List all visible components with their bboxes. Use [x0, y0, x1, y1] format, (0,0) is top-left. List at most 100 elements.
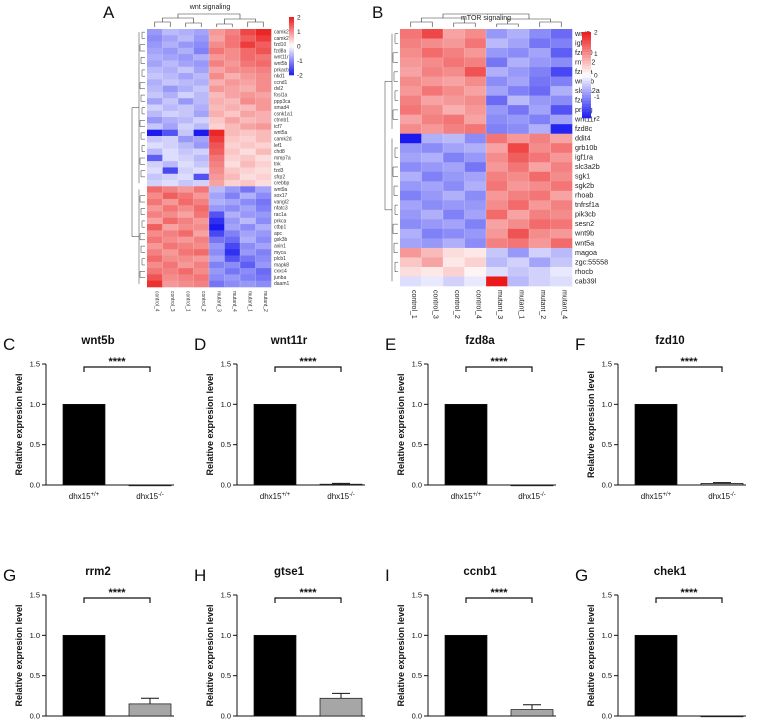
heatmap-cell — [162, 66, 179, 74]
y-axis-label: Relative expresion level — [586, 604, 596, 706]
heatmap-cell — [193, 154, 210, 162]
heatmap-cell — [464, 67, 487, 77]
heatmap-cell — [162, 236, 179, 244]
heatmap-cell — [224, 129, 241, 137]
heatmap-cell — [507, 238, 530, 249]
row-label: camk2g — [274, 30, 292, 36]
heatmap-cell — [178, 255, 194, 263]
heatmap-cell — [224, 249, 241, 256]
heatmap-cell — [464, 57, 487, 68]
category-label: dhx15-/- — [518, 492, 545, 501]
row-label: prkacb — [274, 67, 289, 73]
heatmap-cell — [178, 104, 194, 112]
bar-dhx15+/+ — [253, 634, 297, 717]
heatmap-cell — [209, 129, 225, 137]
heatmap-cell — [443, 143, 465, 154]
heatmap-cell — [529, 114, 551, 125]
heatmap-cell — [224, 217, 241, 225]
heatmap-cell — [147, 148, 163, 156]
heatmap-cell — [255, 47, 272, 55]
heatmap-cell — [400, 181, 422, 192]
y-tick-label: 1.0 — [602, 631, 612, 640]
heatmap-cell — [224, 280, 241, 288]
color-bar-tick: 2 — [594, 30, 598, 37]
heatmap-cell — [443, 162, 465, 173]
heatmap-cell — [209, 173, 225, 181]
heatmap-cell — [162, 192, 179, 200]
heatmap-cell — [162, 35, 179, 42]
color-bar: 2 1 0 -1 -2 — [289, 15, 303, 80]
heatmap-title: wnt signaling — [189, 4, 231, 11]
row-label: lef1 — [274, 143, 282, 149]
color-bar-segment — [289, 20, 294, 24]
heatmap-cell — [147, 217, 163, 225]
heatmap-cell — [193, 224, 210, 231]
heatmap-cell — [240, 85, 256, 93]
heatmap-cell — [400, 143, 422, 154]
heatmap-cell — [193, 117, 210, 124]
row-label: rac1a — [274, 212, 287, 218]
heatmap-cell — [178, 123, 194, 130]
row-label: sgk2b — [575, 181, 594, 190]
heatmap-cell — [178, 54, 194, 61]
heatmap-cell — [464, 200, 487, 211]
heatmap-cell — [400, 133, 422, 144]
dendrogram-branch — [393, 185, 398, 196]
heatmap-cell — [240, 268, 256, 275]
heatmap-cell — [162, 98, 179, 105]
heatmap-cell — [193, 41, 210, 49]
significance-bracket — [655, 366, 723, 372]
heatmap-cell — [529, 181, 551, 192]
dendrogram-branch — [141, 69, 145, 77]
heatmap-cell — [147, 268, 163, 275]
row-label: wnt9b — [574, 229, 594, 238]
heatmap-cell — [224, 60, 241, 68]
row-label: camk2d — [274, 137, 292, 143]
heatmap-cell — [147, 198, 163, 206]
heatmap-cell — [255, 161, 272, 168]
row-label: apc — [274, 231, 283, 237]
heatmap-cell — [400, 57, 422, 68]
heatmap-cell — [240, 41, 256, 49]
heatmap-cell — [240, 236, 256, 244]
heatmap-cell — [255, 230, 272, 237]
bar-dhx15-/- — [319, 697, 363, 717]
heatmap-cell — [529, 200, 551, 211]
color-bar-segment — [582, 43, 591, 47]
category-label: dhx15+/+ — [260, 492, 291, 501]
column-label: mutant_2 — [262, 291, 268, 312]
heatmap-cell — [147, 236, 163, 244]
heatmap-cell — [443, 238, 465, 249]
heatmap-cell — [147, 123, 163, 130]
heatmap-cell — [224, 161, 241, 168]
heatmap-cell — [486, 105, 508, 115]
column-label: mutant_3 — [216, 291, 222, 312]
heatmap-cell — [162, 123, 179, 130]
bar-dhx15+/+ — [444, 403, 488, 486]
color-bar-segment — [289, 73, 294, 76]
color-bar-segment — [582, 54, 591, 59]
heatmap-cell — [507, 105, 530, 115]
y-tick-label: 1.5 — [30, 591, 40, 600]
heatmap-cell — [255, 224, 272, 231]
heatmap-cell — [486, 133, 508, 144]
heatmap-cell — [421, 124, 444, 135]
heatmap-cell — [255, 91, 272, 99]
heatmap-cell — [178, 60, 194, 68]
heatmap-cell — [240, 135, 256, 143]
y-tick-label: 1.0 — [602, 400, 612, 409]
heatmap-cell — [224, 104, 241, 112]
heatmap-cell — [529, 257, 551, 268]
color-bar-segment — [289, 71, 294, 74]
heatmap-cell — [162, 167, 179, 175]
heatmap-cell — [162, 104, 179, 112]
column-label: mutant_3 — [496, 290, 503, 319]
heatmap-cell — [255, 41, 272, 49]
heatmap-cell — [147, 230, 163, 237]
panel-letter: C — [3, 335, 15, 354]
heatmap-cell — [209, 79, 225, 86]
heatmap-cell — [209, 211, 225, 219]
y-tick-label: 1.0 — [221, 631, 231, 640]
